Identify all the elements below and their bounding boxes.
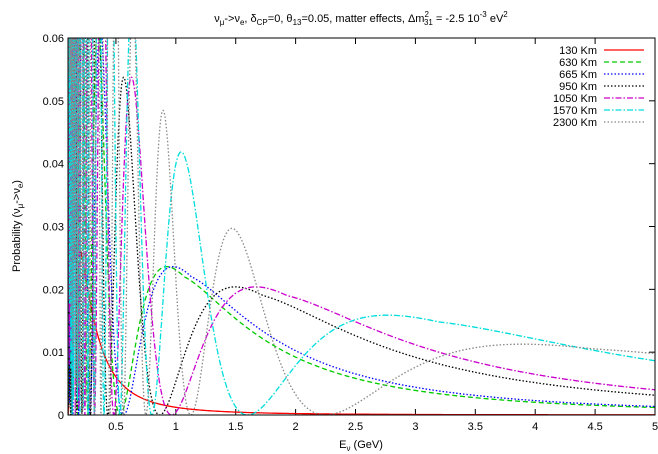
y-tick-label: 0.06 [43,33,64,45]
x-tick-label: 1.5 [228,421,243,433]
legend-label: 2300 Km [553,117,597,129]
series-line-1570-km [68,38,655,415]
x-tick-label: 4 [532,421,538,433]
x-tick-label: 4.5 [587,421,602,433]
x-tick-label: 2.5 [348,421,363,433]
plot-frame [67,37,656,416]
series-line-665-km [68,38,655,415]
y-tick-label: 0.04 [43,159,64,171]
legend-label: 665 Km [559,69,597,81]
y-tick-label: 0.02 [43,284,64,296]
legend-label: 1050 Km [553,93,597,105]
x-tick-label: 3 [412,421,418,433]
y-axis-label: Probability (νμ->νe) [11,180,25,272]
series-line-1050-km [68,38,655,415]
series-line-2300-km [68,38,655,415]
x-tick-label: 3.5 [468,421,483,433]
legend-label: 630 Km [559,57,597,69]
chart-title: νμ->νe, δCP=0, θ13=0.05, matter effects,… [214,10,508,27]
series-line-950-km [68,38,655,415]
x-tick-label: 0.5 [108,421,123,433]
x-tick-label: 2 [293,421,299,433]
y-tick-label: 0 [58,410,64,422]
legend-label: 130 Km [559,45,597,57]
x-tick-label: 1 [173,421,179,433]
y-tick-label: 0.01 [43,347,64,359]
legend-label: 950 Km [559,81,597,93]
y-tick-label: 0.03 [43,222,64,234]
y-tick-label: 0.05 [43,96,64,108]
x-tick-label: 5 [652,421,658,433]
x-axis-label: Eν (GeV) [339,439,383,453]
legend-label: 1570 Km [553,105,597,117]
